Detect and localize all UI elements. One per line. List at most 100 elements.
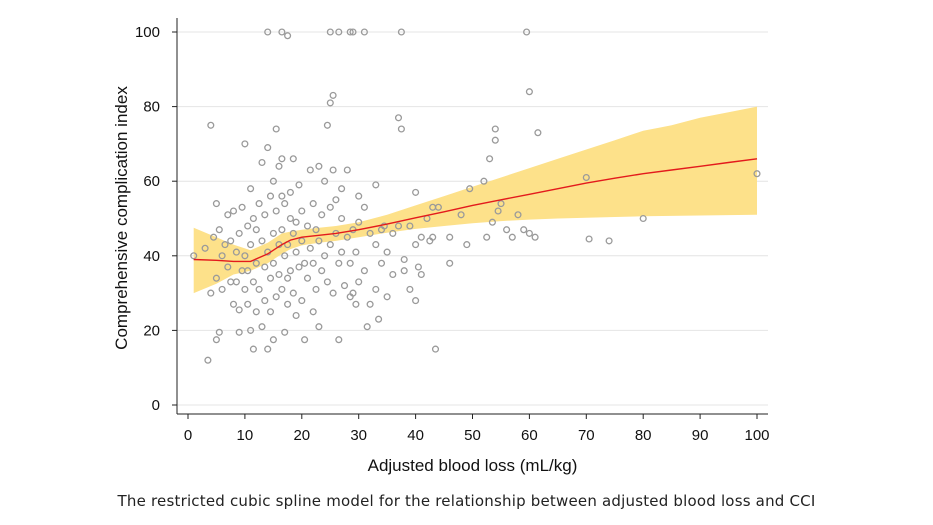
data-point	[520, 226, 528, 234]
data-point	[289, 289, 297, 297]
data-point	[321, 177, 329, 185]
y-tick-label: 20	[143, 322, 160, 339]
data-point	[303, 222, 312, 230]
spline-line	[193, 158, 758, 263]
data-point	[298, 297, 306, 305]
data-point	[278, 155, 286, 163]
data-point	[360, 267, 368, 275]
data-point	[585, 235, 593, 243]
data-point	[372, 285, 380, 293]
data-point	[434, 203, 442, 211]
data-point	[278, 285, 286, 293]
data-point	[389, 270, 397, 279]
data-point	[241, 140, 249, 148]
y-tick-label: 40	[143, 248, 160, 265]
data-point	[281, 252, 289, 260]
data-point	[284, 32, 292, 40]
data-point	[446, 233, 454, 241]
x-tick-label: 50	[464, 427, 481, 444]
data-point	[264, 144, 272, 152]
data-point	[215, 328, 223, 336]
x-tick-label: 20	[293, 427, 310, 444]
data-point	[366, 300, 374, 308]
data-point	[229, 207, 238, 215]
data-point	[298, 207, 306, 215]
data-point	[278, 226, 286, 234]
data-point	[212, 200, 220, 208]
data-point	[235, 306, 243, 314]
x-tick-label: 40	[407, 427, 424, 444]
data-point	[389, 229, 397, 237]
data-point	[301, 259, 309, 267]
data-point	[309, 308, 317, 316]
data-point	[406, 222, 414, 230]
data-point	[258, 323, 266, 331]
data-point	[326, 241, 334, 249]
data-point	[269, 259, 277, 267]
data-point	[224, 263, 232, 271]
data-point	[215, 226, 223, 234]
data-point	[249, 345, 257, 353]
data-point	[207, 121, 215, 129]
data-point	[753, 170, 761, 178]
data-point	[210, 233, 218, 241]
data-point	[400, 255, 408, 264]
data-point	[212, 336, 220, 344]
data-point	[363, 323, 371, 331]
data-point	[261, 297, 269, 305]
data-point	[272, 293, 280, 301]
y-axis-ticks: 0 20 40 60 80 100	[135, 24, 177, 414]
x-tick-label: 60	[521, 427, 538, 444]
data-point	[252, 226, 260, 234]
y-tick-label: 0	[152, 397, 160, 414]
data-point	[315, 237, 323, 245]
data-point	[375, 315, 383, 323]
data-point	[352, 248, 360, 256]
y-tick-label: 100	[135, 24, 160, 41]
data-point	[252, 308, 260, 316]
data-point	[278, 28, 286, 36]
data-point	[292, 311, 300, 320]
data-point	[531, 233, 539, 241]
data-point	[241, 252, 249, 260]
data-point	[394, 222, 403, 230]
data-point	[241, 285, 249, 293]
data-point	[335, 28, 343, 36]
data-point	[463, 241, 471, 249]
x-tick-label: 70	[578, 427, 595, 444]
data-point	[218, 285, 226, 293]
data-point	[323, 278, 331, 286]
data-point	[255, 285, 263, 293]
data-point	[318, 267, 326, 275]
data-point	[494, 207, 502, 215]
data-point	[232, 248, 240, 256]
data-point	[232, 278, 240, 286]
data-point	[326, 28, 334, 36]
data-point	[284, 274, 292, 282]
scatter-points	[190, 28, 761, 364]
data-point	[343, 166, 351, 174]
data-point	[491, 125, 499, 133]
data-point	[466, 185, 474, 193]
data-point	[534, 129, 542, 137]
data-point	[326, 203, 334, 211]
data-point	[221, 241, 229, 249]
data-point	[338, 185, 346, 193]
data-point	[414, 263, 422, 271]
data-point	[446, 259, 454, 267]
data-point	[284, 300, 292, 308]
data-point	[269, 336, 277, 344]
data-point	[497, 200, 505, 208]
data-point	[264, 28, 272, 36]
data-point	[383, 293, 391, 301]
data-point	[343, 233, 351, 241]
data-point	[249, 278, 257, 286]
data-point	[412, 188, 420, 196]
data-point	[309, 200, 317, 208]
data-point	[292, 218, 300, 226]
x-axis-title: Adjusted blood loss (mL/kg)	[368, 456, 578, 475]
data-point	[412, 241, 420, 249]
data-point	[261, 263, 269, 271]
data-point	[582, 173, 590, 182]
data-point	[261, 211, 269, 219]
